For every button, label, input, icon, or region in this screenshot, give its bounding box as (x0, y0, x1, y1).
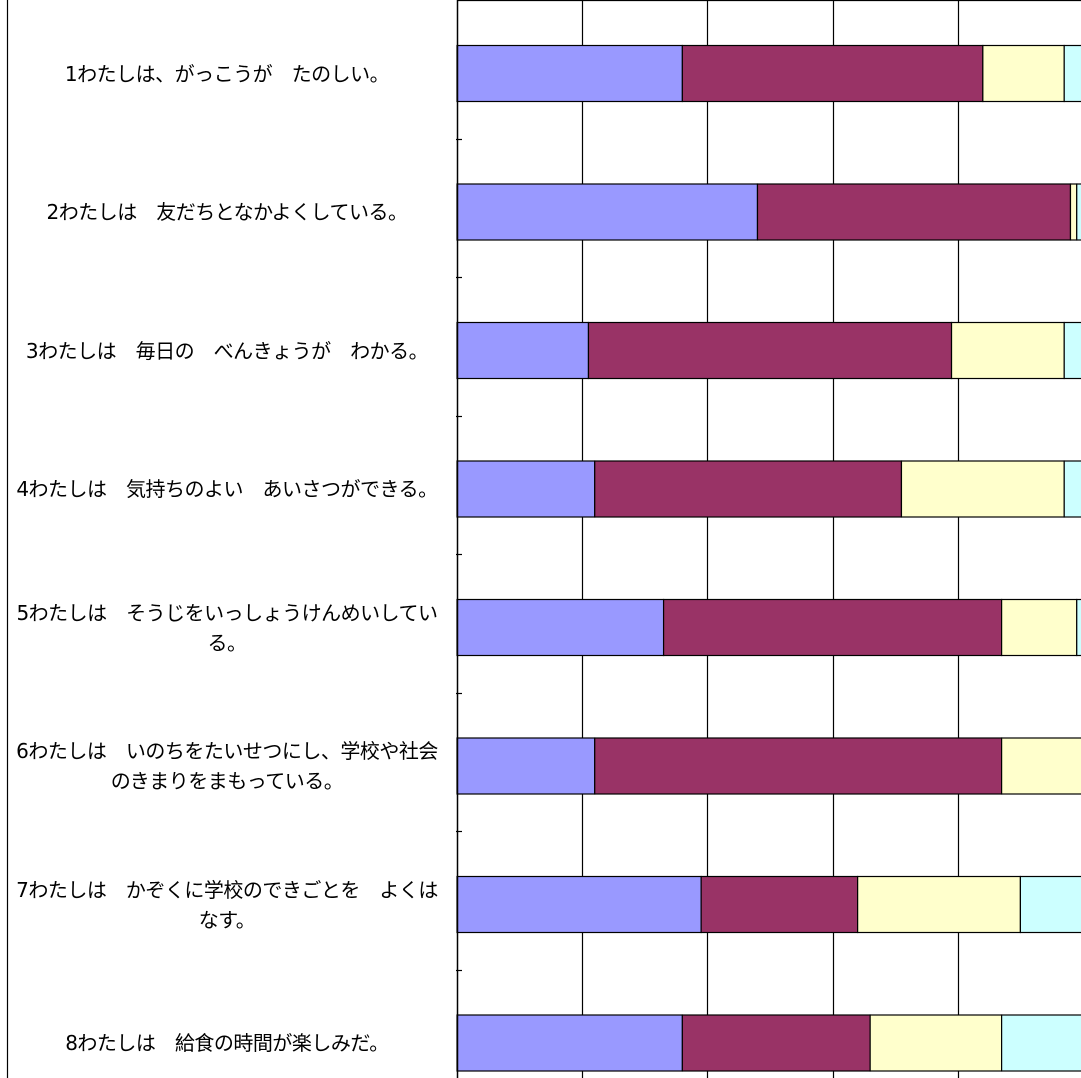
category-label: 3わたしは 毎日の べんきょうが わかる。 (25, 338, 429, 363)
bar-segment (456, 1014, 683, 1072)
bar-segment (456, 460, 596, 518)
category-label: 8わたしは 給食の時間が楽しみだ。 (65, 1031, 389, 1055)
bar-segment (1001, 1014, 1081, 1072)
bar-segment (756, 183, 1072, 241)
bar-segment (681, 44, 984, 103)
bar-segment (1076, 598, 1081, 657)
bars (456, 44, 1081, 1072)
bar-segment (662, 598, 1003, 657)
bar-segment (1063, 44, 1081, 103)
category-label: 2わたしは 友だちとなかよくしている。 (46, 200, 408, 224)
category-label: 4わたしは 気持ちのよい あいさつができる。 (16, 477, 438, 501)
bar-segment (1019, 875, 1081, 934)
category-label: 1わたしは、がっこうが たのしい。 (64, 61, 390, 86)
bar-segment (456, 321, 590, 380)
category-label: 6わたしは いのちをたいせつにし、学校や社会のきまりをまもっている。 (16, 739, 438, 793)
bar-segment (1076, 183, 1081, 241)
bar-segment (594, 737, 1003, 795)
category-label: 5わたしは そうじをいっしょうけんめいしている。 (16, 600, 438, 655)
bar-segment (700, 875, 859, 934)
bar-segment (857, 875, 1022, 934)
bar-segment (1069, 183, 1078, 241)
bar-segment (456, 183, 759, 241)
bar-segment (1063, 321, 1081, 380)
bar-segment (681, 1014, 871, 1072)
bar-segment (869, 1014, 1003, 1072)
bar-segment (456, 598, 665, 657)
bar-segment (900, 460, 1065, 518)
bar-segment (982, 44, 1065, 103)
category-label: 7わたしは かぞくに学校のできごとを よくはなす。 (16, 877, 438, 932)
bar-segment (1001, 598, 1078, 657)
bar-segment (1063, 460, 1081, 518)
axes (6, 0, 1081, 1078)
bar-segment (950, 321, 1065, 380)
bar-segment (594, 460, 903, 518)
bar-segment (587, 321, 953, 380)
bar-segment (456, 875, 702, 934)
bar-segment (1001, 737, 1081, 795)
bar-segment (456, 737, 596, 795)
bar-segment (456, 44, 683, 103)
